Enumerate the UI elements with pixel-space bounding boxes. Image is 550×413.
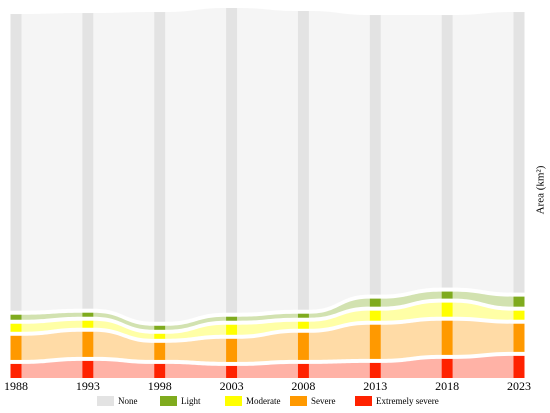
node (513, 323, 525, 352)
flow (308, 324, 370, 360)
legend-swatch (225, 396, 242, 406)
flow (21, 13, 83, 311)
x-tick-label: 1988 (4, 379, 28, 393)
flow (93, 312, 155, 330)
node (369, 310, 381, 321)
node (369, 324, 381, 359)
flow (308, 298, 370, 318)
node (369, 298, 381, 307)
flow (308, 362, 370, 378)
legend-label: Light (181, 396, 201, 406)
node (10, 363, 22, 378)
node (226, 8, 238, 313)
node (154, 363, 166, 378)
node (226, 338, 238, 362)
flow (93, 320, 155, 339)
node (82, 320, 94, 328)
x-tick-label: 2008 (291, 379, 315, 393)
legend-label: Severe (311, 396, 336, 406)
flow (308, 310, 370, 329)
legend-label: None (118, 396, 138, 406)
node (226, 316, 238, 321)
flow (165, 8, 227, 322)
flow (21, 331, 83, 360)
node (154, 342, 166, 360)
node (82, 13, 94, 309)
x-tick-label: 2003 (220, 379, 244, 393)
node (297, 363, 309, 378)
flow (452, 12, 514, 293)
node (441, 320, 453, 355)
node (441, 15, 453, 288)
node (82, 331, 94, 357)
node (154, 12, 166, 322)
x-tick-label: 1993 (76, 379, 100, 393)
flow (237, 321, 298, 335)
flow (165, 316, 227, 330)
node (513, 355, 525, 378)
legend-label: Moderate (246, 396, 280, 406)
node (82, 360, 94, 378)
node (10, 314, 22, 320)
node (82, 312, 94, 317)
node (369, 362, 381, 378)
flow (452, 302, 514, 320)
node (441, 302, 453, 317)
node (10, 335, 22, 360)
flow (380, 15, 442, 295)
flow (452, 291, 514, 307)
legend-swatch (97, 396, 114, 406)
flow (165, 363, 227, 378)
flow (237, 8, 298, 313)
flow (93, 360, 155, 378)
node (226, 365, 238, 378)
flow (93, 12, 155, 322)
node (513, 310, 525, 320)
x-tick-label: 2018 (435, 379, 459, 393)
flow (452, 355, 514, 378)
node (297, 11, 309, 310)
node (154, 325, 166, 330)
node (513, 12, 525, 293)
flow (308, 11, 370, 310)
node (297, 321, 309, 329)
node (10, 14, 22, 311)
flow (165, 338, 227, 362)
flow (21, 312, 83, 320)
node (154, 333, 166, 339)
flow (165, 324, 227, 339)
node (297, 313, 309, 318)
legend-swatch (355, 396, 372, 406)
node (513, 296, 525, 307)
y-axis-label: Area (km²) (535, 165, 547, 214)
flow (237, 363, 298, 378)
node (10, 323, 22, 332)
flow (237, 332, 298, 362)
flow (380, 291, 442, 307)
legend-swatch (290, 396, 307, 406)
flow (21, 320, 83, 332)
node (441, 358, 453, 378)
node (226, 324, 238, 335)
legend-label: Extremely severe (376, 396, 439, 406)
flow (380, 358, 442, 378)
x-tick-label: 2013 (363, 379, 387, 393)
flow (380, 302, 442, 321)
flow (21, 360, 83, 378)
flow (93, 331, 155, 360)
flow (452, 320, 514, 355)
flow (380, 320, 442, 359)
node (297, 332, 309, 360)
node (441, 291, 453, 299)
flow (237, 313, 298, 321)
x-tick-label: 2023 (507, 379, 531, 393)
node (369, 15, 381, 295)
x-tick-label: 1998 (148, 379, 172, 393)
legend-swatch (160, 396, 177, 406)
